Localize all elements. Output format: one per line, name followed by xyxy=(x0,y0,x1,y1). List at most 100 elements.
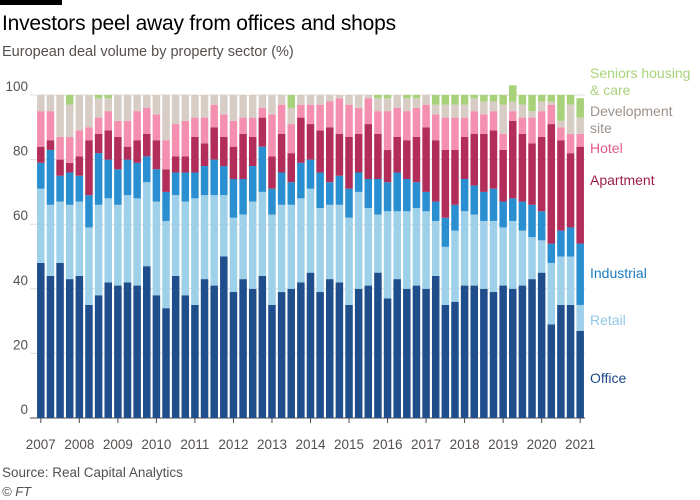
legend-label: Hotel xyxy=(590,140,623,156)
bar-segment xyxy=(335,98,344,134)
bar-segment xyxy=(528,117,536,144)
bar-stack xyxy=(56,95,64,418)
x-tick-label: 2011 xyxy=(180,437,209,452)
bar-segment xyxy=(123,95,132,121)
bar-segment xyxy=(258,146,267,192)
y-tick-label: 20 xyxy=(13,337,28,352)
bar-segment xyxy=(383,111,392,150)
bar-segment xyxy=(422,191,430,212)
bar-segment xyxy=(518,201,527,231)
bar-segment xyxy=(229,120,238,147)
bar-segment xyxy=(114,204,122,286)
bar-segment xyxy=(345,217,353,305)
bar-segment xyxy=(480,220,488,289)
bar-segment xyxy=(528,204,536,238)
bar-segment xyxy=(65,279,74,418)
bar-segment xyxy=(85,195,93,228)
bar-stack xyxy=(528,95,536,418)
bar-segment xyxy=(403,111,411,141)
bar-stack xyxy=(316,95,324,418)
bar-segment xyxy=(104,130,112,160)
bar-segment xyxy=(518,104,527,118)
bar-segment xyxy=(239,178,247,215)
bar-segment xyxy=(431,275,440,418)
bar-segment xyxy=(171,124,180,157)
bar-segment xyxy=(94,204,103,296)
y-tick-label: 60 xyxy=(13,208,28,223)
legend-label: Seniors housing & care xyxy=(590,65,690,98)
bar-stack xyxy=(143,95,151,418)
bar-segment xyxy=(383,298,392,418)
bar-segment xyxy=(94,133,103,154)
bar-segment xyxy=(557,120,565,128)
bar-segment xyxy=(576,98,584,118)
bar-segment xyxy=(470,95,478,99)
bar-segment xyxy=(441,95,450,105)
bar-segment xyxy=(123,195,132,283)
bar-segment xyxy=(306,95,315,105)
bar-stack xyxy=(374,95,382,418)
bar-segment xyxy=(393,172,401,212)
bar-segment xyxy=(547,243,556,263)
bar-segment xyxy=(547,101,556,105)
bar-segment xyxy=(37,162,45,189)
bar-segment xyxy=(431,201,440,221)
bar-segment xyxy=(56,201,64,263)
bar-segment xyxy=(114,169,122,205)
bar-segment xyxy=(374,98,382,112)
bar-segment xyxy=(94,295,103,418)
bar-segment xyxy=(470,111,478,134)
bar-segment xyxy=(123,159,132,196)
bar-stack xyxy=(200,95,209,418)
bar-segment xyxy=(451,149,459,205)
bar-segment xyxy=(460,95,469,105)
bar-segment xyxy=(403,211,411,289)
bar-segment xyxy=(489,95,498,102)
bar-segment xyxy=(335,282,344,418)
bar-segment xyxy=(220,136,228,167)
bar-segment xyxy=(566,227,575,257)
bar-segment xyxy=(268,95,276,115)
bar-segment xyxy=(480,101,488,115)
bar-segment xyxy=(181,120,190,157)
bar-segment xyxy=(162,140,170,170)
bar-segment xyxy=(412,98,421,108)
bar-segment xyxy=(162,308,170,418)
bar-segment xyxy=(326,204,334,280)
bar-segment xyxy=(364,285,373,418)
bar-segment xyxy=(499,95,507,105)
bar-segment xyxy=(345,304,353,418)
bar-segment xyxy=(489,111,498,131)
bar-segment xyxy=(191,304,199,418)
legend-label-line: & care xyxy=(590,82,631,98)
bar-segment xyxy=(248,166,257,202)
bar-segment xyxy=(37,111,45,147)
bar-segment xyxy=(528,95,536,112)
bar-segment xyxy=(306,159,315,189)
bar-segment xyxy=(46,95,55,112)
bar-segment xyxy=(65,162,74,173)
bar-segment xyxy=(576,243,584,305)
bar-segment xyxy=(441,149,450,218)
bar-segment xyxy=(576,304,584,331)
bar-segment xyxy=(566,153,575,228)
bar-segment xyxy=(364,178,373,209)
bar-segment xyxy=(200,143,209,167)
bar-segment xyxy=(537,136,546,212)
bar-stack xyxy=(422,95,430,418)
bar-segment xyxy=(441,117,450,150)
bar-segment xyxy=(403,95,411,99)
bar-segment xyxy=(239,95,247,118)
bar-segment xyxy=(412,136,421,183)
bar-segment xyxy=(316,172,324,209)
bar-segment xyxy=(576,133,584,147)
bar-segment xyxy=(297,104,305,118)
bar-segment xyxy=(143,133,151,157)
bar-segment xyxy=(85,140,93,196)
bar-segment xyxy=(104,159,112,199)
bar-segment xyxy=(46,204,55,276)
bar-segment xyxy=(364,124,373,179)
bar-segment xyxy=(297,282,305,418)
legend-label-line: site xyxy=(590,120,612,136)
bar-segment xyxy=(94,153,103,205)
